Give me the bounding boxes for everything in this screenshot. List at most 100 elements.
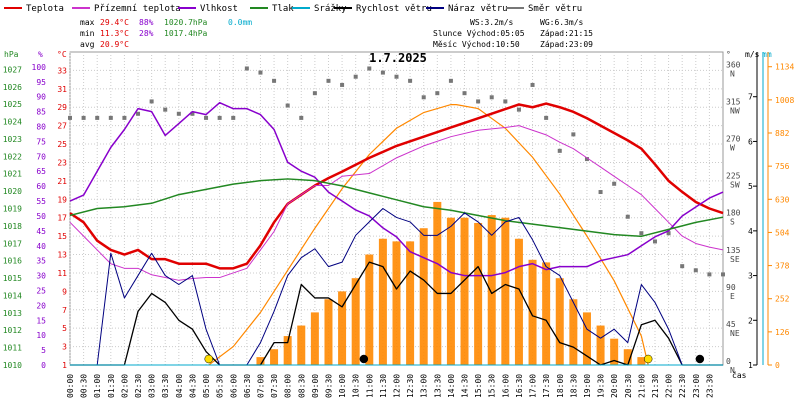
- info-mesic: Měsíc Východ:10:50: [433, 40, 520, 49]
- stat-min-hum: 28%: [139, 29, 154, 38]
- solar-bar: [365, 254, 374, 365]
- wind-direction-point: [272, 78, 277, 83]
- wind-direction-point: [149, 99, 154, 104]
- axis-tick-pct: 20: [36, 301, 46, 310]
- axis-tick-x: 01:00: [93, 374, 102, 398]
- axis-tick-pct: 45: [36, 227, 46, 236]
- wind-direction-point: [244, 66, 249, 71]
- wind-direction-point: [326, 78, 331, 83]
- wind-direction-point: [231, 115, 236, 120]
- wind-direction-point: [81, 115, 86, 120]
- wind-direction-point: [476, 99, 481, 104]
- solar-bar: [501, 217, 510, 365]
- solar-bar: [623, 349, 632, 365]
- stat-avg-label: avg: [80, 40, 95, 49]
- axis-tick-pct: 90: [36, 93, 46, 102]
- solar-bar: [297, 325, 306, 365]
- wind-direction-point: [285, 103, 290, 108]
- axis-tick-dir: SW: [730, 181, 740, 190]
- series-line-teplota: [69, 102, 724, 270]
- axis-tick-ms: 1: [748, 361, 753, 370]
- axis-tick-x: 07:00: [256, 374, 265, 398]
- solar-bar: [283, 336, 292, 365]
- solar-bar: [310, 312, 319, 365]
- axis-tick-degc: 11: [57, 269, 67, 278]
- legend-label-prizemni: Přízemní teplota: [94, 4, 181, 14]
- axis-tick-ms: 2: [748, 316, 753, 325]
- wind-direction-point: [721, 272, 725, 277]
- solar-bar: [270, 349, 279, 365]
- axis-tick-dir: N: [730, 69, 735, 78]
- axis-tick-mm: 630: [775, 195, 790, 204]
- series-line-rychlost-větru: [70, 261, 723, 366]
- wind-direction-point: [571, 132, 576, 137]
- axis-tick-dir: NW: [730, 107, 740, 116]
- axis-tick-x: 21:00: [637, 374, 646, 398]
- axis-tick-x: 08:00: [284, 374, 293, 398]
- axis-tick-mm: 126: [775, 328, 790, 337]
- axis-tick-x: 06:00: [229, 374, 238, 398]
- axis-tick-dir: N: [730, 366, 735, 375]
- legend-label-rychlost: Rychlost větru: [356, 4, 432, 14]
- axis-tick-x: 22:00: [665, 374, 674, 398]
- axis-tick-pct: 0: [41, 361, 46, 370]
- wind-direction-point: [122, 115, 127, 120]
- axis-tick-pct: 80: [36, 123, 46, 132]
- axis-tick-mm: 252: [775, 295, 790, 304]
- axis-tick-degc: 13: [57, 251, 67, 260]
- axis-tick-degc: 29: [57, 103, 67, 112]
- wind-direction-point: [408, 78, 413, 83]
- axis-tick-x: 18:00: [556, 374, 565, 398]
- axis-tick-x: 03:00: [148, 374, 157, 398]
- wind-direction-point: [639, 231, 644, 236]
- legend-label-tlak: Tlak: [272, 4, 294, 14]
- axis-tick-hpa: 1012: [3, 326, 22, 335]
- axis-tick-mm: 756: [775, 162, 790, 171]
- axis-tick-degc: 15: [57, 232, 67, 241]
- axis-tick-hpa: 1026: [3, 83, 22, 92]
- axis-tick-degc: 1: [62, 361, 67, 370]
- axis-tick-ms: 5: [748, 182, 753, 191]
- axis-tick-x: 10:30: [352, 374, 361, 398]
- wind-direction-point: [516, 107, 521, 112]
- solar-bar: [637, 357, 646, 365]
- axis-tick-x: 09:00: [311, 374, 320, 398]
- axis-tick-hpa: 1020: [3, 187, 22, 196]
- axis-tick-x: 17:00: [529, 374, 538, 398]
- axis-tick-x: 16:00: [501, 374, 510, 398]
- axis-tick-hpa: 1022: [3, 152, 22, 161]
- axis-tick-pct: 40: [36, 242, 46, 251]
- axis-tick-degc: 5: [62, 324, 67, 333]
- wind-direction-point: [421, 95, 426, 100]
- solar-bar: [542, 262, 551, 365]
- axis-tick-dir: S: [730, 218, 735, 227]
- stat-max-temp: 29.4°C: [100, 18, 129, 27]
- axis-unit-mm: mm: [762, 50, 772, 59]
- axis-tick-x: 07:30: [270, 374, 279, 398]
- info-wg: WG:6.3m/s: [540, 18, 584, 27]
- solar-bar: [514, 238, 523, 365]
- axis-tick-x: 03:30: [161, 374, 170, 398]
- series-line-vlhkost: [69, 101, 724, 277]
- axis-tick-mm: 882: [775, 129, 790, 138]
- wind-direction-point: [680, 264, 685, 269]
- series-line-přízemní-teplota: [69, 125, 724, 281]
- axis-tick-x: 19:30: [597, 374, 606, 398]
- axis-tick-x: 19:00: [583, 374, 592, 398]
- sun-curve: [208, 104, 649, 366]
- axis-tick-hpa: 1018: [3, 222, 22, 231]
- axis-tick-deg: 45: [726, 320, 736, 329]
- legend-label-vlhkost: Vlhkost: [200, 4, 238, 14]
- axis-tick-hpa: 1019: [3, 205, 22, 214]
- series-line-tlak: [69, 178, 724, 238]
- wind-direction-point: [652, 239, 657, 244]
- axis-tick-hpa: 1015: [3, 274, 22, 283]
- wind-direction-point: [204, 115, 209, 120]
- axis-tick-hpa: 1010: [3, 361, 22, 370]
- axis-tick-x: 00:30: [80, 374, 89, 398]
- axis-unit-deg: °: [726, 50, 731, 59]
- axis-tick-pct: 15: [36, 316, 46, 325]
- axis-label-x: čas: [732, 370, 747, 380]
- solar-bar: [528, 259, 537, 365]
- wind-direction-point: [136, 111, 141, 116]
